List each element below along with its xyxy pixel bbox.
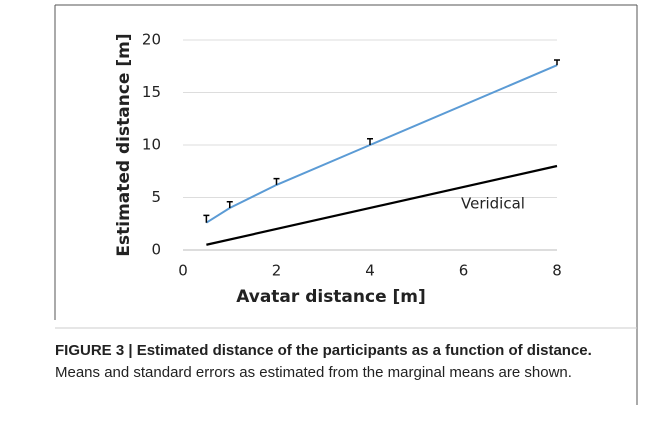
caption-title: FIGURE 3 | Estimated distance of the par… xyxy=(55,342,592,359)
x-tick-label: 6 xyxy=(459,262,469,280)
x-tick-label: 2 xyxy=(272,262,282,280)
y-axis-label: Estimated distance [m] xyxy=(114,33,134,256)
x-tick-label: 4 xyxy=(365,262,375,280)
error-bar xyxy=(367,137,373,145)
error-bar xyxy=(273,177,280,185)
y-tick-label: 0 xyxy=(151,241,161,259)
error-bar xyxy=(554,59,560,66)
series-line xyxy=(206,164,558,246)
y-tick-label: 10 xyxy=(142,136,161,154)
caption-text: Means and standard errors as estimated f… xyxy=(55,364,572,381)
x-tick-label: 8 xyxy=(552,262,562,280)
x-tick-label: 0 xyxy=(178,262,188,280)
series-label: Veridical xyxy=(461,195,525,213)
error-bar xyxy=(203,214,210,223)
y-tick-label: 5 xyxy=(151,188,161,206)
caption: FIGURE 3 | Estimated distance of the par… xyxy=(55,340,630,384)
y-tick-label: 15 xyxy=(142,83,161,101)
error-bar xyxy=(226,200,233,208)
y-tick-label: 20 xyxy=(142,31,161,49)
x-axis-label: Avatar distance [m] xyxy=(236,287,426,307)
